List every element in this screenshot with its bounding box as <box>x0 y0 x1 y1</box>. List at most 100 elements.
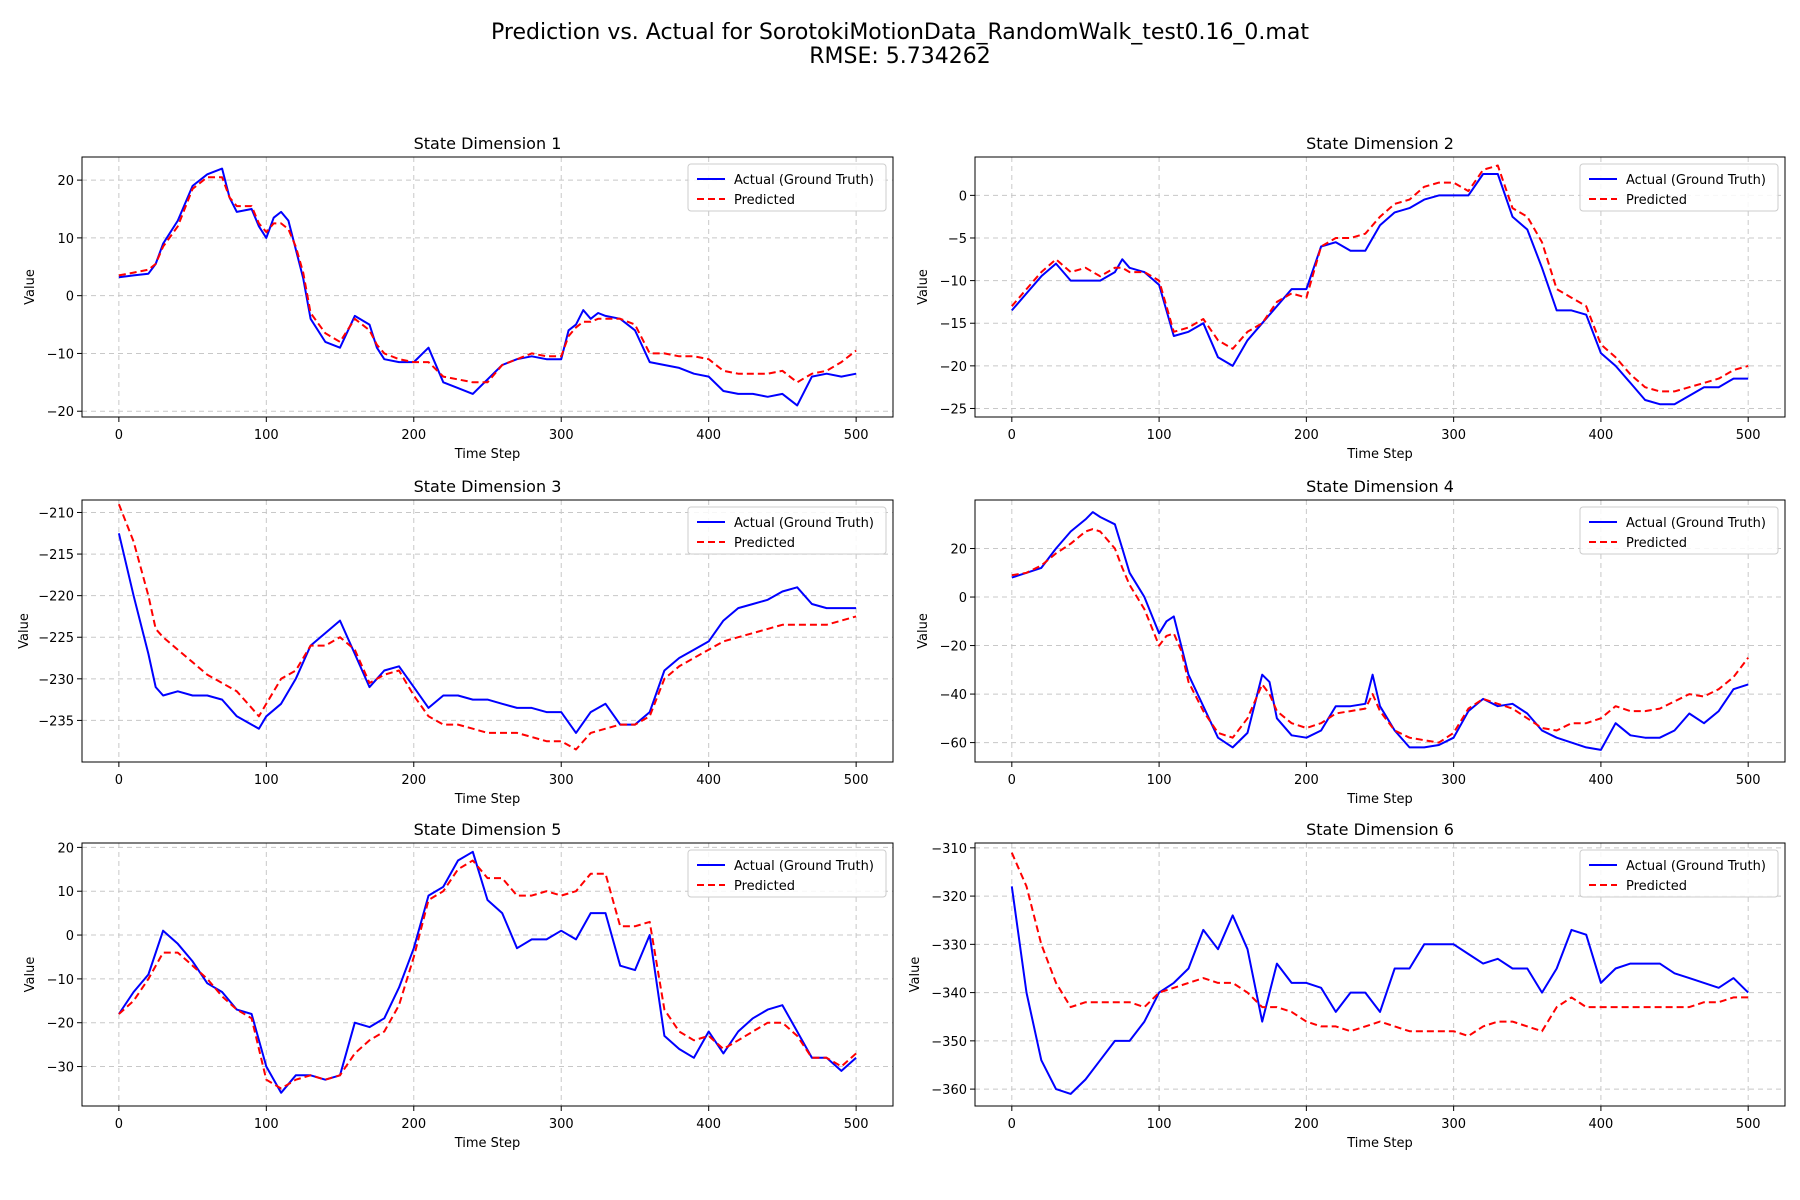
x-tick-label: 100 <box>1147 773 1172 788</box>
subplot-title: State Dimension 2 <box>1306 134 1454 153</box>
x-tick-label: 100 <box>1147 428 1172 443</box>
legend-label: Predicted <box>734 536 795 551</box>
axes-frame <box>974 842 1786 1107</box>
x-axis-label: Time Step <box>454 447 521 462</box>
y-tick-label: −5 <box>948 232 967 247</box>
x-tick-label: 0 <box>115 1117 123 1132</box>
y-tick-label: 20 <box>950 543 967 558</box>
y-axis-label: Value <box>17 613 32 649</box>
legend: Actual (Ground Truth) Predicted <box>687 506 887 555</box>
subplot-2: 0 100 200 300 400 500 −25 −20 −15 −10 −5 0 State Dim… <box>916 134 1786 462</box>
subplot-1: 0 100 200 300 400 500 −20 −10 0 10 20 State Dimensi… <box>23 134 894 462</box>
figure-subtitle: RMSE: 5.734262 <box>809 44 991 69</box>
y-tick-label: −40 <box>940 688 967 703</box>
y-tick-label: −20 <box>940 640 967 655</box>
x-tick-label: 500 <box>844 1117 869 1132</box>
legend-box <box>687 849 887 898</box>
x-tick-label: 500 <box>844 773 869 788</box>
y-axis-label: Value <box>908 957 923 993</box>
y-tick-label: −10 <box>47 973 74 988</box>
x-tick-label: 100 <box>254 1117 279 1132</box>
series-line-predicted <box>118 176 857 384</box>
legend-label: Actual (Ground Truth) <box>734 173 874 188</box>
x-axis-label: Time Step <box>1346 447 1413 462</box>
series-line-actual <box>1011 173 1749 406</box>
legend: Actual (Ground Truth) Predicted <box>687 163 887 212</box>
y-tick-label: −60 <box>940 737 967 752</box>
legend-label: Actual (Ground Truth) <box>1626 173 1766 188</box>
y-tick-label: −215 <box>38 548 74 563</box>
y-tick-label: −230 <box>38 673 74 688</box>
x-tick-label: 0 <box>1008 773 1016 788</box>
x-tick-label: 200 <box>401 773 426 788</box>
legend: Actual (Ground Truth) Predicted <box>1579 163 1779 212</box>
legend-label: Predicted <box>1626 879 1687 894</box>
y-axis-label: Value <box>23 269 38 305</box>
x-tick-label: 0 <box>1008 428 1016 443</box>
x-tick-label: 100 <box>254 773 279 788</box>
series-line-predicted <box>117 503 857 751</box>
axes-frame <box>81 842 894 1107</box>
subplot-title: State Dimension 1 <box>414 134 562 153</box>
legend-box <box>1579 506 1779 555</box>
y-tick-label: −10 <box>47 347 74 362</box>
y-tick-label: −225 <box>38 631 74 646</box>
y-axis-label: Value <box>23 957 38 993</box>
subplot-5: 0 100 200 300 400 500 −30 −20 −10 0 10 20 State Dime… <box>23 820 894 1151</box>
y-tick-label: −310 <box>931 842 967 857</box>
series-line-predicted <box>118 859 857 1090</box>
x-axis-label: Time Step <box>454 1136 521 1151</box>
legend-box <box>1579 163 1779 212</box>
y-tick-label: −20 <box>940 360 967 375</box>
series-line-actual <box>118 167 857 407</box>
y-tick-label: 0 <box>959 591 967 606</box>
series-line-predicted <box>1011 528 1749 744</box>
legend-box <box>687 506 887 555</box>
legend-box <box>687 163 887 212</box>
y-tick-label: 10 <box>57 232 74 247</box>
subplot-6: 0 100 200 300 400 500 −360 −350 −340 −330 −320 −310… <box>908 820 1786 1151</box>
x-tick-label: 200 <box>401 428 426 443</box>
legend-label: Predicted <box>1626 536 1687 551</box>
legend: Actual (Ground Truth) Predicted <box>1579 849 1779 898</box>
x-tick-label: 400 <box>1588 1117 1613 1132</box>
series-line-actual <box>1011 511 1749 751</box>
series-line-actual <box>117 533 857 734</box>
x-tick-label: 400 <box>1588 773 1613 788</box>
legend: Actual (Ground Truth) Predicted <box>1579 506 1779 555</box>
subplot-3: 0 100 200 300 400 500 −235 −230 −225 −220 −215 −210… <box>17 477 894 807</box>
subplot-title: State Dimension 4 <box>1306 477 1454 496</box>
y-tick-label: −210 <box>38 506 74 521</box>
x-tick-label: 100 <box>1147 1117 1172 1132</box>
legend-label: Predicted <box>1626 193 1687 208</box>
figure-title: Prediction vs. Actual for SorotokiMotion… <box>491 20 1309 45</box>
x-tick-label: 500 <box>1736 428 1761 443</box>
x-tick-label: 500 <box>1736 773 1761 788</box>
y-tick-label: 20 <box>57 841 74 856</box>
y-tick-label: −330 <box>931 938 967 953</box>
x-tick-label: 200 <box>401 1117 426 1132</box>
axes-frame <box>81 156 894 418</box>
x-tick-label: 0 <box>1008 1117 1016 1132</box>
axes-frame <box>974 499 1786 763</box>
x-tick-label: 500 <box>1736 1117 1761 1132</box>
legend-label: Predicted <box>734 879 795 894</box>
y-tick-label: 20 <box>57 174 74 189</box>
y-tick-label: −30 <box>47 1061 74 1076</box>
series-line-predicted <box>1010 852 1749 1037</box>
y-tick-label: −360 <box>931 1083 967 1098</box>
legend: Actual (Ground Truth) Predicted <box>687 849 887 898</box>
legend-label: Actual (Ground Truth) <box>734 859 874 874</box>
y-tick-label: −320 <box>931 890 967 905</box>
y-axis-label: Value <box>916 613 931 649</box>
x-tick-label: 400 <box>696 773 721 788</box>
x-axis-label: Time Step <box>454 792 521 807</box>
series-line-actual <box>1010 886 1749 1095</box>
legend-label: Actual (Ground Truth) <box>1626 516 1766 531</box>
subplot-title: State Dimension 5 <box>414 820 562 839</box>
y-tick-label: −20 <box>47 1017 74 1032</box>
legend-label: Actual (Ground Truth) <box>1626 859 1766 874</box>
y-tick-label: −25 <box>940 402 967 417</box>
x-tick-label: 300 <box>1441 428 1466 443</box>
